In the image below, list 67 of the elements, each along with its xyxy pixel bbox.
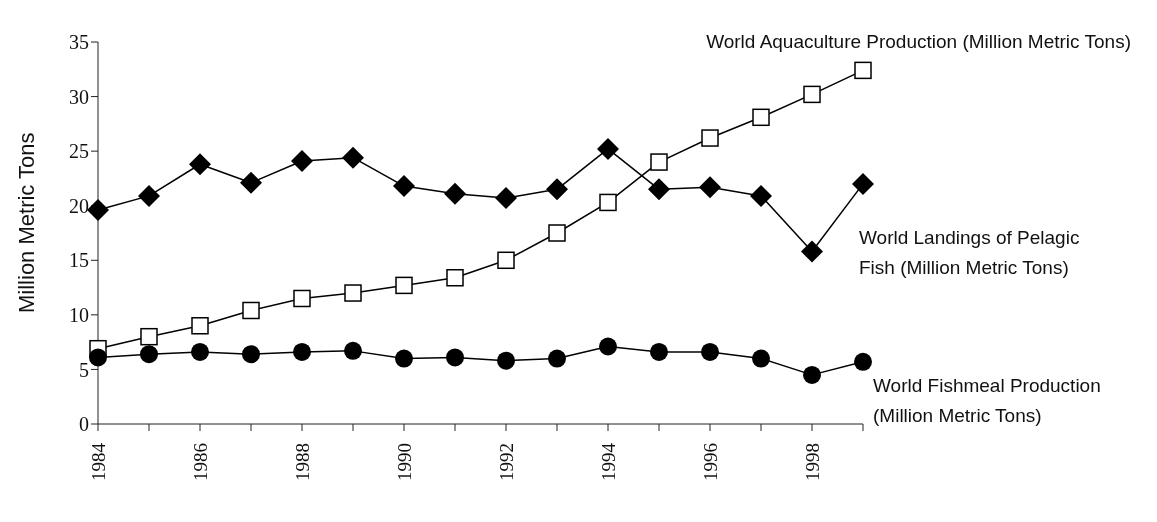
y-tick-label: 20 xyxy=(69,194,89,217)
point xyxy=(599,337,617,356)
point xyxy=(242,301,260,320)
point xyxy=(648,178,670,201)
x-tick-label: 1986 xyxy=(189,443,211,481)
point xyxy=(446,269,464,287)
point xyxy=(393,175,415,198)
x-tick-label: 1998 xyxy=(801,443,823,481)
x-tick-label: 1990 xyxy=(393,443,415,481)
point xyxy=(342,146,364,169)
y-tick-label: 35 xyxy=(69,31,89,54)
point xyxy=(750,184,772,207)
point xyxy=(395,276,413,295)
text: World Aquaculture Production (Million Metric Tons) xyxy=(706,31,1131,53)
point xyxy=(854,352,872,371)
point xyxy=(189,153,211,176)
point xyxy=(801,240,823,263)
point xyxy=(854,61,872,80)
point xyxy=(599,193,617,212)
point xyxy=(752,108,770,127)
point xyxy=(140,327,158,346)
point xyxy=(803,85,821,104)
point xyxy=(444,182,466,205)
point xyxy=(497,251,515,270)
point xyxy=(752,349,770,368)
y-tick-label: 10 xyxy=(69,303,89,326)
point xyxy=(548,349,566,368)
point xyxy=(650,342,668,361)
point xyxy=(495,187,517,210)
point xyxy=(701,129,719,147)
point xyxy=(852,172,874,195)
point xyxy=(293,342,311,361)
point xyxy=(138,184,160,207)
series-label: World Fishmeal Production (Million Metric Tons) xyxy=(873,374,1101,426)
point xyxy=(293,289,311,308)
point xyxy=(87,199,109,222)
point xyxy=(344,284,362,302)
y-tick-label: 30 xyxy=(69,85,89,108)
point xyxy=(701,342,719,361)
y-tick-label: 15 xyxy=(69,249,89,272)
y-tick-label: 0 xyxy=(79,413,89,436)
point xyxy=(240,171,262,194)
point xyxy=(191,342,209,361)
point xyxy=(242,345,260,364)
x-tick-label: 1992 xyxy=(495,443,517,481)
y-tick-label: 25 xyxy=(69,140,89,163)
x-tick-label: 1994 xyxy=(597,442,619,481)
series-label: World Landings of Pelagic Fish (Million Metric Tons) xyxy=(859,226,1080,278)
point xyxy=(446,348,464,367)
point xyxy=(546,178,568,201)
point xyxy=(548,224,566,242)
point xyxy=(140,345,158,364)
point xyxy=(191,317,209,335)
x-tick-label: 1996 xyxy=(699,443,721,481)
point xyxy=(89,348,107,367)
point xyxy=(344,341,362,360)
point xyxy=(291,149,313,172)
y-axis-title: Million Metric Tons xyxy=(13,132,39,313)
point xyxy=(395,349,413,368)
point xyxy=(597,137,619,160)
point xyxy=(650,153,668,171)
point xyxy=(803,365,821,384)
x-tick-label: 1984 xyxy=(87,442,109,481)
point xyxy=(699,176,721,199)
y-tick-label: 5 xyxy=(79,358,89,381)
x-tick-label: 1988 xyxy=(291,443,313,481)
point xyxy=(497,351,515,370)
